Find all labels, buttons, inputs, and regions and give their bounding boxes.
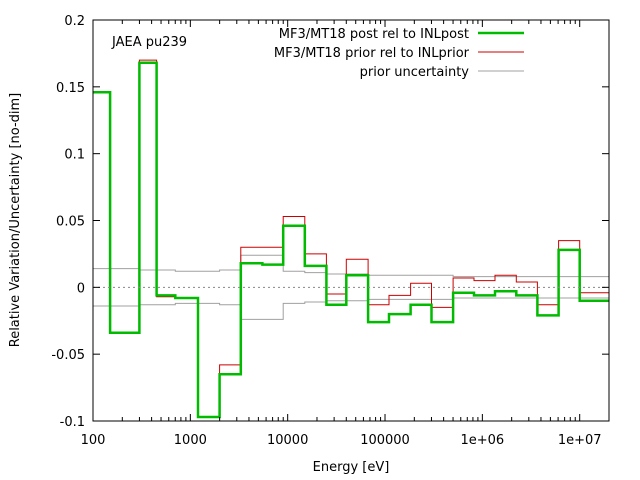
series-1-line	[93, 59, 609, 418]
y-tick-label: 0.2	[64, 14, 85, 29]
y-tick-label: 0.15	[56, 81, 85, 96]
x-axis-label: Energy [eV]	[313, 460, 390, 475]
x-tick-label: 10000	[267, 433, 308, 448]
y-tick-label: -0.1	[60, 415, 85, 430]
legend-label: MF3/MT18 prior rel to INLprior	[274, 46, 470, 61]
chart-annotation: JAEA pu239	[111, 35, 187, 50]
x-tick-label: 1000	[174, 433, 207, 448]
axes-layer: -0.1 -0.05 0 0.05 0.1 0.15 0.2 100 1000 10000 1000…	[51, 14, 610, 448]
y-axis-label: Relative Variation/Uncertainty [no-dim]	[8, 93, 23, 348]
legend: MF3/MT18 post rel to INLpost MF3/MT18 pri…	[274, 27, 524, 80]
series-0-line	[93, 61, 609, 419]
x-tick-label: 100	[81, 433, 106, 448]
y-tick-label: 0.1	[64, 148, 85, 163]
y-tick-label: 0	[77, 281, 85, 296]
series-2-upper-line	[93, 254, 609, 278]
series-layer	[93, 59, 609, 419]
y-tick-label: 0.05	[56, 215, 85, 230]
plot-frame	[92, 19, 610, 422]
x-tick-label: 1e+06	[460, 433, 504, 448]
x-tick-label: 1e+07	[558, 433, 602, 448]
series-2-lower-line	[93, 297, 609, 320]
y-tick-label: -0.05	[51, 348, 85, 363]
legend-label: prior uncertainty	[360, 65, 470, 80]
x-tick-label: 100000	[360, 433, 410, 448]
legend-label: MF3/MT18 post rel to INLpost	[279, 27, 469, 42]
